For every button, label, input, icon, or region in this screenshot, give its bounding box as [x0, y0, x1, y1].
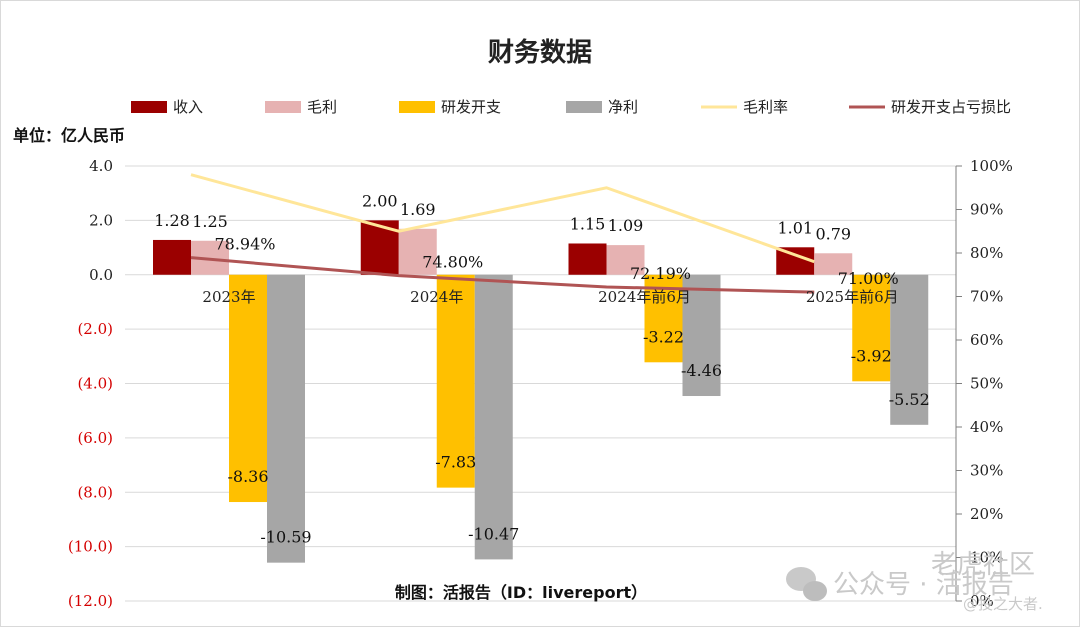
bar-净利-2024年: [474, 274, 513, 560]
right-axis: 100% 90% 80% 70% 60% 50% 40% 30% 20% 10% 0%: [955, 157, 1013, 610]
chart-title: 财务数据: [488, 38, 592, 68]
right-tick-label: 60%: [970, 331, 1003, 349]
data-labels: 1.28 1.25 -8.36 -10.59 2.00 1.69 -7.83 -10.47 1.…: [154, 191, 930, 546]
line-data-label: 74.80%: [422, 253, 483, 272]
legend-label-研发开支占亏损比: 研发开支占亏损比: [891, 98, 1011, 116]
bar-研发开支-2025年前6月: [852, 274, 891, 382]
watermark-community: 老虎社区: [931, 550, 1035, 580]
bar-净利-2023年: [267, 274, 305, 563]
legend-swatch-收入: [131, 101, 167, 113]
data-label: -5.52: [889, 390, 930, 409]
data-label: -8.36: [227, 467, 268, 486]
watermark-handle: @投之大者.: [963, 595, 1043, 613]
data-label: -10.47: [468, 524, 519, 543]
bar-毛利-2025年前6月: [814, 253, 853, 275]
left-tick-label: (10.0): [68, 538, 113, 556]
legend-label-研发开支: 研发开支: [441, 98, 501, 116]
bar-研发开支-2024年: [436, 274, 475, 488]
data-label: -3.22: [643, 327, 684, 346]
right-tick-label: 80%: [970, 244, 1003, 262]
left-axis: 4.0 2.0 0.0 (2.0) (4.0) (6.0) (8.0) (10.0) (12.0…: [68, 157, 113, 610]
right-tick-label: 90%: [970, 201, 1003, 219]
unit-label: 单位：亿人民币: [13, 126, 125, 145]
bar-收入-2024年前6月: [568, 243, 607, 275]
data-label: 1.09: [608, 216, 644, 235]
right-tick-label: 20%: [970, 505, 1003, 523]
left-tick-label: (12.0): [68, 592, 113, 610]
bar-净利-2024年前6月: [682, 274, 721, 397]
data-label: 2.00: [362, 191, 398, 210]
legend-label-毛利: 毛利: [307, 98, 337, 116]
legend-label-净利: 净利: [608, 98, 638, 116]
line-data-label: 71.00%: [838, 269, 899, 288]
left-tick-label: (4.0): [77, 375, 113, 393]
bar-收入-2023年: [153, 239, 191, 275]
data-label: 1.25: [192, 212, 228, 231]
line-data-label: 78.94%: [214, 235, 275, 254]
wechat-icon: [786, 567, 827, 601]
legend-label-毛利率: 毛利率: [743, 98, 788, 116]
bars: [153, 220, 929, 563]
line-data-label: 72.19%: [630, 264, 691, 283]
right-tick-label: 10%: [970, 549, 1003, 567]
data-label: 1.01: [777, 218, 813, 237]
data-label: 1.28: [154, 211, 190, 230]
data-label: 0.79: [815, 224, 851, 243]
right-tick-label: 40%: [970, 418, 1003, 436]
left-tick-label: 0.0: [89, 266, 113, 284]
category-label: 2023年: [202, 288, 255, 306]
left-tick-label: (6.0): [77, 429, 113, 447]
bar-毛利-2024年: [398, 228, 437, 275]
data-label: 1.69: [400, 200, 436, 219]
bar-毛利-2024年前6月: [606, 245, 645, 275]
right-tick-label: 30%: [970, 462, 1003, 480]
right-tick-label: 0%: [970, 592, 994, 610]
category-label: 2025年前6月: [806, 288, 899, 306]
watermark-brand: 公众号 · 活报告: [833, 570, 1014, 600]
category-labels: 2023年 2024年 2024年前6月 2025年前6月: [202, 288, 898, 306]
legend-swatch-研发开支: [399, 101, 435, 113]
left-tick-label: 4.0: [89, 157, 113, 175]
legend-swatch-毛利: [265, 101, 301, 113]
legend-label-收入: 收入: [173, 98, 203, 116]
line-研发开支占亏损比: [190, 256, 815, 294]
legend: 收入 毛利 研发开支 净利 毛利率 研发开支占亏损比: [131, 98, 1011, 116]
left-tick-label: (2.0): [77, 320, 113, 338]
lines: [190, 173, 815, 294]
right-tick-label: 70%: [970, 288, 1003, 306]
right-tick-label: 50%: [970, 375, 1003, 393]
right-tick-label: 100%: [970, 157, 1013, 175]
line-毛利率: [190, 173, 815, 264]
category-label: 2024年前6月: [598, 288, 691, 306]
data-label: -7.83: [435, 453, 476, 472]
category-label: 2024年: [410, 288, 463, 306]
footer-credit: 制图：活报告（ID：livereport）: [395, 583, 647, 602]
data-label: -4.46: [681, 361, 722, 380]
watermark: 公众号 · 活报告 老虎社区 @投之大者.: [786, 550, 1043, 613]
data-label: -3.92: [851, 346, 892, 365]
left-tick-label: 2.0: [89, 211, 113, 229]
data-label: 1.15: [570, 214, 606, 233]
left-tick-label: (8.0): [77, 483, 113, 501]
legend-swatch-净利: [566, 101, 602, 113]
bar-净利-2025年前6月: [890, 274, 929, 425]
data-label: -10.59: [260, 528, 311, 547]
bar-研发开支-2023年: [229, 274, 267, 503]
